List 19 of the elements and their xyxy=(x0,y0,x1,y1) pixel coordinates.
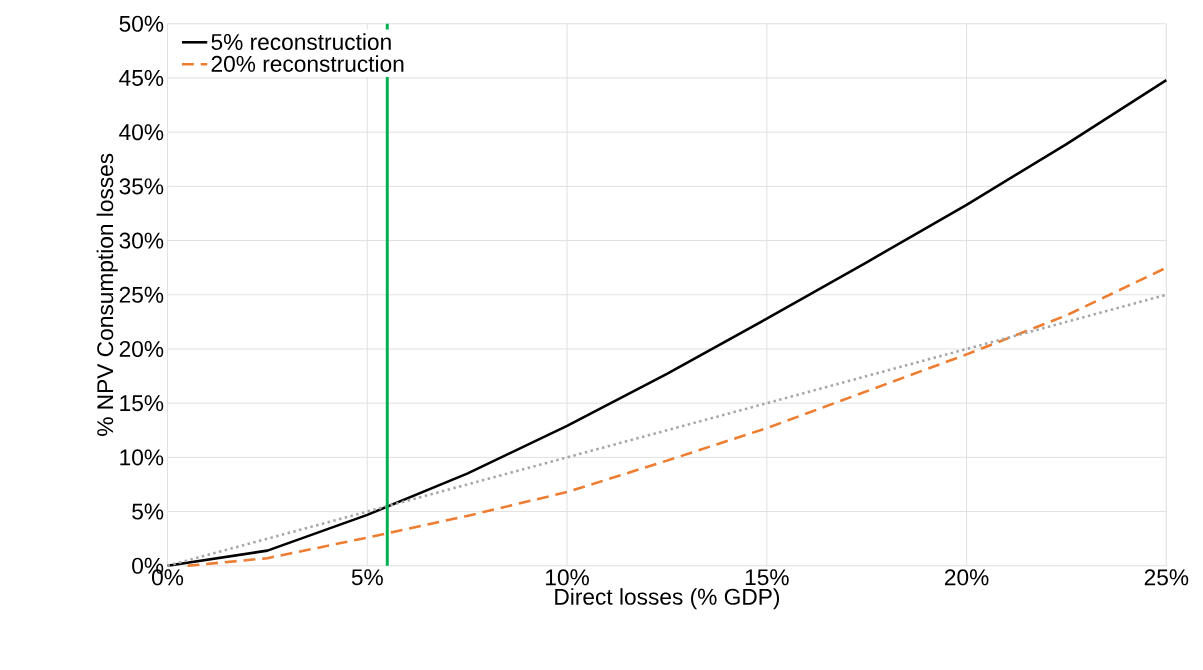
legend-label: 20% reconstruction xyxy=(211,55,404,72)
y-tick-label: 30% xyxy=(119,232,164,249)
x-tick-label: 25% xyxy=(1144,569,1189,586)
y-tick-label: 10% xyxy=(120,449,164,466)
y-tick-label: 5% xyxy=(132,503,164,520)
y-axis-title: % NPV Consumption losses xyxy=(96,153,118,437)
y-tick-label: 20% xyxy=(119,341,164,358)
y-tick-label: 45% xyxy=(119,70,164,87)
y-tick-label: 25% xyxy=(119,286,164,303)
x-axis-title: Direct losses (% GDP) xyxy=(555,588,780,610)
x-tick-label: 20% xyxy=(945,569,989,586)
x-tick-label: 10% xyxy=(546,569,589,586)
y-tick-label: 50% xyxy=(119,15,164,32)
y-tick-label: 40% xyxy=(119,124,164,141)
x-tick-label: 5% xyxy=(351,569,383,586)
x-tick-label: 15% xyxy=(745,569,789,586)
legend-label: 5% reconstruction xyxy=(211,33,391,51)
y-tick-label: 15% xyxy=(120,395,164,412)
y-tick-label: 35% xyxy=(119,178,164,195)
